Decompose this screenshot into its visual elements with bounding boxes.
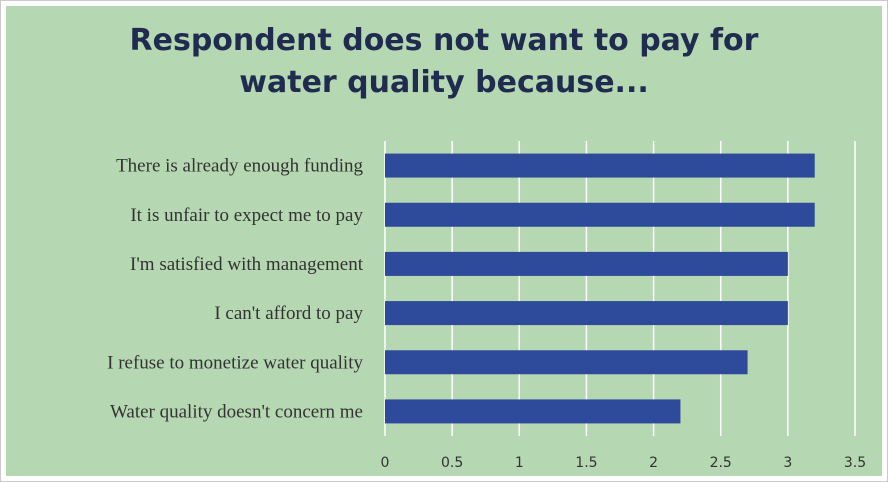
category-label: There is already enough funding — [116, 156, 363, 177]
x-tick-label: 1 — [515, 455, 524, 471]
x-tick-label: 2 — [649, 455, 658, 471]
x-axis-tick-labels: 0 0.5 1 1.5 2 2.5 3 3.5 — [381, 455, 867, 471]
chart-title-line-1: Respondent does not want to pay for — [129, 23, 759, 58]
bar — [385, 202, 815, 227]
x-tick-label: 3 — [783, 455, 792, 471]
chart-title-line-2: water quality because... — [239, 65, 649, 100]
x-tick-label: 0 — [381, 455, 390, 471]
x-tick-label: 2.5 — [710, 455, 732, 471]
category-labels: There is already enough funding It is unf… — [107, 156, 364, 423]
gridlines — [384, 141, 856, 436]
bars — [385, 153, 815, 424]
bar — [385, 153, 815, 178]
category-label: It is unfair to expect me to pay — [130, 205, 363, 226]
category-label: I can't afford to pay — [214, 303, 363, 324]
bar — [385, 399, 681, 424]
chart-title: Respondent does not want to pay for wate… — [0, 20, 888, 104]
x-tick-label: 3.5 — [844, 455, 866, 471]
category-label: I refuse to monetize water quality — [107, 352, 363, 373]
bar — [385, 251, 788, 276]
chart-background — [6, 6, 882, 476]
bar — [385, 301, 788, 326]
bar — [385, 350, 748, 375]
category-label: Water quality doesn't concern me — [110, 401, 363, 422]
x-tick-label: 1.5 — [575, 455, 597, 471]
x-tick-label: 0.5 — [441, 455, 463, 471]
category-label: I'm satisfied with management — [130, 254, 364, 275]
